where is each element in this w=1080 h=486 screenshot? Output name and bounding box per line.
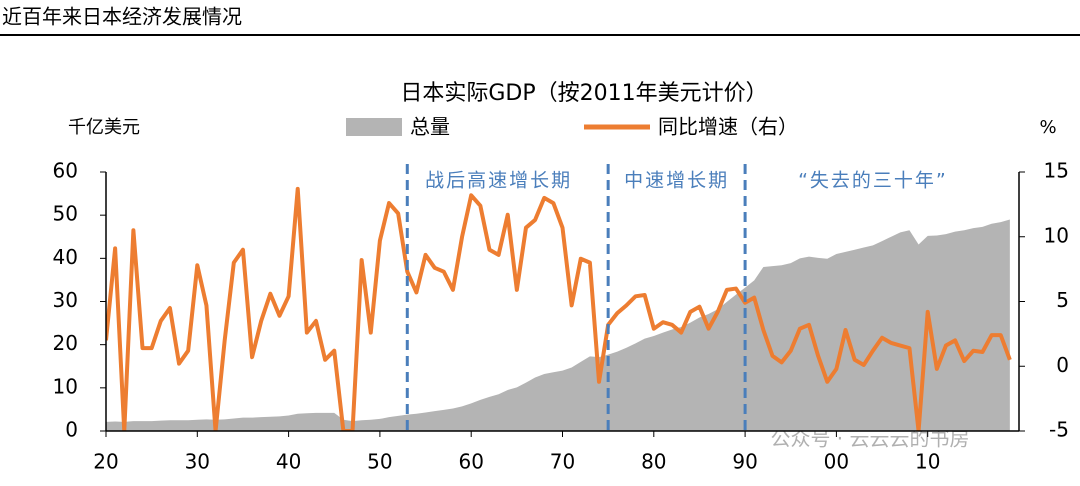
y2-tick-label: -5 (1049, 418, 1069, 442)
x-tick-label: 30 (185, 450, 210, 474)
period-label: 战后高速增长期 (425, 170, 572, 192)
legend-label: 总量 (410, 115, 450, 139)
y2-tick-label: 15 (1044, 159, 1069, 183)
y-axis-label: 千亿美元 (68, 117, 140, 138)
period-label: 中速增长期 (624, 170, 729, 192)
y-tick-label: 60 (53, 159, 78, 183)
period-label: “失去的三十年” (798, 170, 948, 192)
x-tick-label: 70 (550, 450, 575, 474)
x-tick-label: 20 (93, 450, 118, 474)
x-tick-label: 90 (732, 450, 757, 474)
page-header: 近百年来日本经济发展情况 (2, 5, 242, 29)
y-tick-label: 40 (53, 245, 78, 269)
x-tick-label: 50 (367, 450, 392, 474)
x-tick-label: 80 (641, 450, 666, 474)
y2-axis-label: % (1039, 117, 1056, 138)
y-tick-label: 20 (53, 331, 78, 355)
y2-tick-label: 5 (1056, 288, 1069, 312)
x-tick-label: 40 (276, 450, 301, 474)
legend-label: 同比增速（右） (658, 115, 798, 139)
y2-tick-label: 10 (1044, 223, 1069, 247)
legend-swatch (346, 118, 402, 136)
x-tick-label: 00 (824, 450, 849, 474)
y-tick-label: 0 (65, 418, 78, 442)
area (106, 219, 1010, 431)
x-tick-label: 10 (915, 450, 940, 474)
y-tick-label: 30 (53, 288, 78, 312)
line (106, 186, 1012, 431)
y-tick-label: 50 (53, 202, 78, 226)
y-tick-label: 10 (53, 374, 78, 398)
y2-tick-label: 0 (1056, 353, 1069, 377)
x-tick-label: 60 (458, 450, 483, 474)
chart-title: 日本实际GDP（按2011年美元计价） (400, 81, 767, 106)
